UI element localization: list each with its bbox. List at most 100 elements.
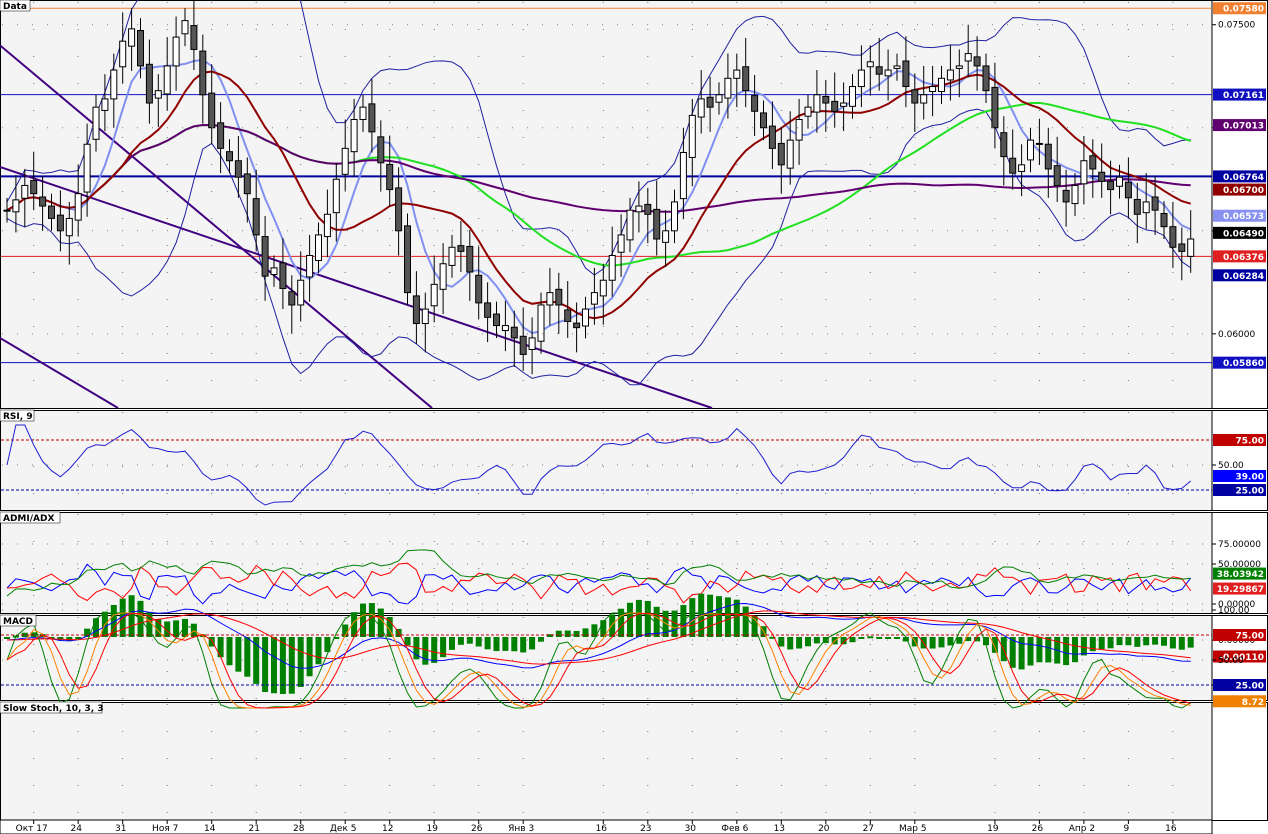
candle-body[interactable] (582, 308, 589, 327)
candle-body[interactable] (768, 125, 776, 149)
candle-body[interactable] (1098, 171, 1106, 182)
candle-body[interactable] (270, 267, 278, 275)
candle-body[interactable] (30, 180, 38, 195)
candle-body[interactable] (404, 225, 411, 294)
candle-body[interactable] (181, 20, 189, 35)
candle-body[interactable] (519, 335, 527, 355)
candle-body[interactable] (74, 193, 82, 221)
candle-body[interactable] (1160, 212, 1168, 228)
candle-body[interactable] (110, 69, 118, 100)
candle-body[interactable] (92, 106, 100, 140)
candle-body[interactable] (448, 246, 456, 266)
candle-body[interactable] (510, 326, 518, 339)
candle-body[interactable] (813, 94, 821, 113)
candle-body[interactable] (1178, 243, 1186, 252)
candle-body[interactable] (297, 279, 305, 306)
candle-body[interactable] (475, 274, 483, 304)
candle-body[interactable] (653, 208, 661, 240)
candle-body[interactable] (715, 94, 723, 103)
candle-body[interactable] (831, 100, 839, 112)
candle-body[interactable] (172, 36, 180, 67)
candle-body[interactable] (866, 61, 874, 68)
candle-body[interactable] (128, 28, 136, 47)
candle-body[interactable] (991, 86, 999, 129)
stoch-panel[interactable]: 100.00 50.00 75.00 25.00 8.72 (0, 606, 1268, 821)
candle-body[interactable] (1027, 139, 1034, 161)
candle-body[interactable] (1009, 157, 1017, 174)
candle-body[interactable] (946, 69, 954, 81)
candle-body[interactable] (671, 201, 678, 232)
candle-body[interactable] (279, 262, 287, 289)
candle-body[interactable] (1035, 142, 1043, 145)
candle-body[interactable] (359, 106, 367, 121)
candle-body[interactable] (1089, 155, 1097, 170)
candle-body[interactable] (804, 106, 812, 117)
candle-body[interactable] (724, 77, 732, 99)
candle-body[interactable] (1044, 143, 1052, 170)
candle-body[interactable] (21, 184, 29, 199)
candle-body[interactable] (955, 65, 963, 69)
candle-body[interactable] (341, 147, 349, 175)
candle-body[interactable] (599, 279, 607, 297)
candle-body[interactable] (688, 114, 696, 158)
candle-body[interactable] (430, 283, 438, 307)
candle-body[interactable] (493, 313, 500, 327)
candle-body[interactable] (252, 198, 260, 236)
candle-body[interactable] (1169, 226, 1177, 248)
candle-body[interactable] (1142, 201, 1150, 214)
candle-body[interactable] (786, 139, 794, 169)
candle-body[interactable] (1133, 198, 1141, 215)
candle-body[interactable] (1107, 180, 1115, 191)
candle-body[interactable] (306, 255, 314, 278)
candle-body[interactable] (145, 63, 153, 104)
candle-body[interactable] (501, 325, 509, 332)
candle-body[interactable] (439, 263, 447, 290)
candle-body[interactable] (1187, 238, 1195, 257)
candle-body[interactable] (884, 69, 892, 77)
candle-body[interactable] (48, 205, 55, 219)
candle-body[interactable] (368, 103, 376, 133)
candle-body[interactable] (199, 50, 207, 96)
candle-body[interactable] (635, 205, 643, 213)
candle-body[interactable] (234, 160, 242, 178)
candle-body[interactable] (332, 178, 340, 214)
candle-body[interactable] (1053, 165, 1061, 186)
candle-body[interactable] (875, 66, 883, 75)
candle-body[interactable] (964, 53, 972, 62)
candle-body[interactable] (982, 65, 990, 92)
candle-body[interactable] (706, 96, 714, 108)
candle-body[interactable] (1080, 160, 1088, 185)
candle-body[interactable] (590, 292, 598, 305)
candle-body[interactable] (119, 40, 127, 68)
candle-body[interactable] (742, 66, 750, 92)
candle-body[interactable] (564, 309, 572, 322)
candle-body[interactable] (12, 199, 20, 213)
candle-body[interactable] (760, 112, 767, 129)
candle-body[interactable] (56, 214, 64, 232)
candle-body[interactable] (315, 234, 322, 261)
candle-body[interactable] (217, 122, 225, 149)
candle-body[interactable] (822, 95, 830, 104)
candle-body[interactable] (920, 94, 928, 104)
candle-body[interactable] (902, 60, 910, 88)
candle-body[interactable] (777, 142, 785, 166)
adx-panel[interactable]: 75.00000 50.00000 0.00000 38.03942 19.29867 (0, 512, 1268, 614)
candle-body[interactable] (101, 98, 109, 111)
candle-body[interactable] (395, 187, 403, 232)
candle-body[interactable] (1062, 189, 1070, 203)
candle-body[interactable] (323, 213, 331, 238)
candle-body[interactable] (751, 95, 759, 112)
candle-body[interactable] (1000, 132, 1008, 158)
price-panel[interactable]: 0.075000.070000.065000.060000.075800.071… (0, 0, 1268, 409)
candle-body[interactable] (39, 196, 47, 207)
candle-body[interactable] (644, 203, 652, 215)
candle-body[interactable] (608, 255, 616, 281)
candle-body[interactable] (849, 86, 856, 107)
candle-body[interactable] (1124, 181, 1132, 199)
candle-body[interactable] (733, 69, 741, 79)
rsi-panel[interactable]: 50.00 75.00 39.00 25.00 (0, 410, 1268, 511)
candle-body[interactable] (350, 119, 358, 153)
candle-body[interactable] (546, 292, 554, 306)
candle-body[interactable] (1116, 176, 1123, 187)
candle-body[interactable] (412, 295, 420, 325)
